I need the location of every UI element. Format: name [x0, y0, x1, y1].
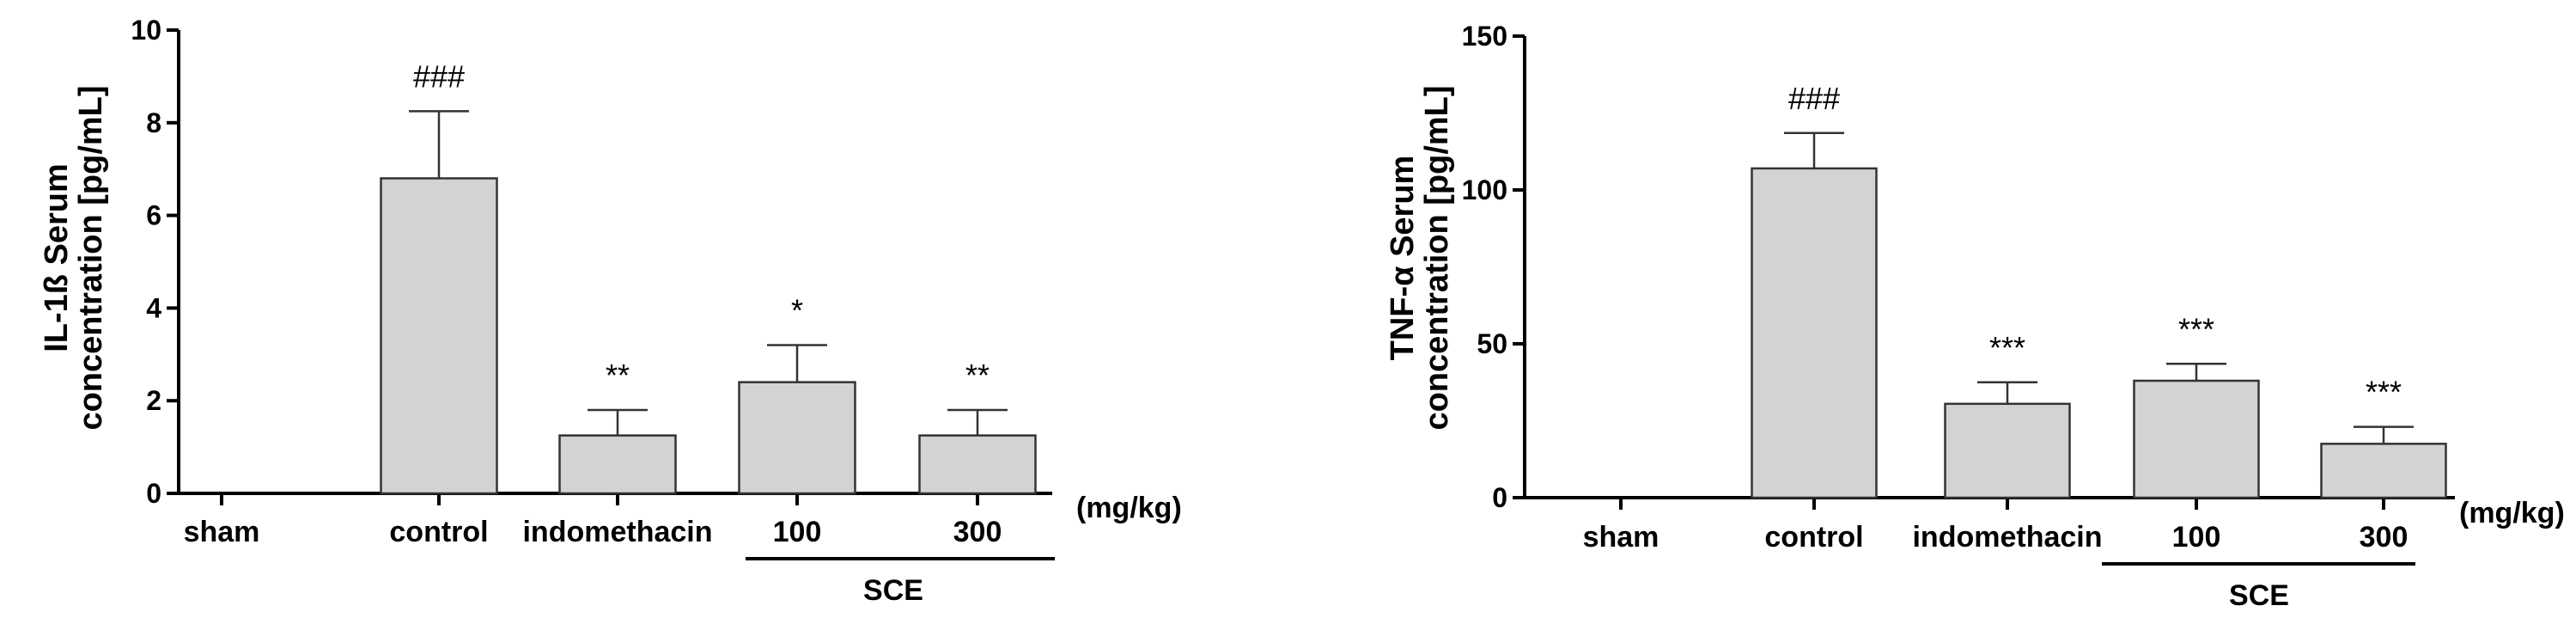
y-tick-label-0-2: 4	[146, 292, 161, 323]
category-label-1-1: control	[1764, 521, 1863, 554]
bar-1-4	[2320, 443, 2447, 499]
category-label-0-4: 300	[953, 516, 1002, 548]
category-label-0-1: control	[389, 516, 488, 548]
category-label-0-0: sham	[184, 516, 260, 548]
unit-label-0: (mg/kg)	[1076, 492, 1182, 524]
y-tick-label-0-3: 6	[146, 200, 161, 231]
category-label-1-3: 100	[2172, 521, 2221, 554]
y-tick-label-0-5: 10	[131, 15, 161, 46]
bar-0-3	[738, 381, 856, 495]
y-axis-label-line1-1: TNF-α Serum	[1385, 156, 1421, 361]
y-tick-label-0-1: 2	[146, 385, 161, 416]
unit-label-1: (mg/kg)	[2459, 497, 2565, 529]
y-tick-label-0-0: 0	[146, 478, 161, 509]
bar-0-4	[918, 434, 1037, 495]
group-label-0: SCE	[863, 574, 923, 607]
category-label-0-2: indomethacin	[522, 516, 712, 548]
y-tick-label-1-3: 150	[1462, 21, 1507, 52]
group-label-1: SCE	[2229, 579, 2289, 612]
bar-0-2	[558, 434, 677, 495]
y-tick-label-1-0: 0	[1492, 482, 1507, 513]
bar-1-1	[1751, 167, 1878, 499]
y-axis-label-line2-1: concentration [pg/mL]	[1419, 85, 1455, 430]
category-label-1-4: 300	[2360, 521, 2409, 554]
significance-marker-1-2: ***	[1989, 330, 2025, 365]
y-tick-label-1-2: 100	[1462, 174, 1507, 205]
category-label-0-3: 100	[773, 516, 822, 548]
significance-marker-1-4: ***	[2366, 375, 2402, 410]
significance-marker-0-3: *	[791, 293, 803, 328]
bar-1-3	[2133, 379, 2260, 499]
y-axis-label-line2-0: concentration [pg/mL]	[73, 85, 109, 430]
significance-marker-0-2: **	[606, 358, 630, 393]
y-axis-label-line1-0: IL-1ß Serum	[39, 163, 75, 352]
bar-0-1	[380, 177, 498, 495]
category-label-1-2: indomethacin	[1912, 521, 2102, 554]
y-tick-label-0-4: 8	[146, 107, 161, 138]
category-label-1-0: sham	[1583, 521, 1659, 554]
significance-marker-1-3: ***	[2178, 311, 2214, 346]
significance-marker-1-1: ###	[1788, 81, 1840, 116]
bar-1-2	[1944, 402, 2071, 499]
y-tick-label-1-1: 50	[1477, 328, 1507, 359]
significance-marker-0-4: **	[965, 358, 990, 393]
significance-marker-0-1: ###	[413, 58, 465, 94]
